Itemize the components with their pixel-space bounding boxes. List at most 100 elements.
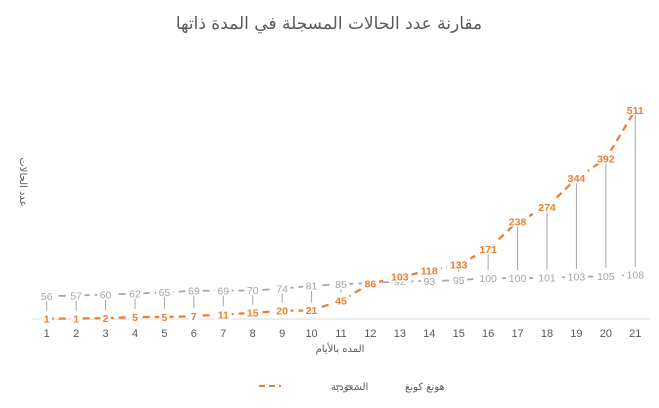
data-label-saudi: 511 [627, 105, 644, 117]
x-tick-label: 7 [220, 328, 226, 340]
x-tick-label: 6 [191, 328, 197, 340]
data-label-saudi-bg [535, 198, 559, 212]
data-label-hongkong: 100 [509, 273, 527, 285]
x-tick-label: 2 [73, 328, 79, 340]
legend-label: هونغ كونغ [405, 382, 445, 393]
data-label-hongkong-bg [38, 288, 56, 302]
data-label-saudi-bg [303, 302, 320, 316]
x-tick-label: 15 [453, 328, 465, 340]
data-label-hongkong: 101 [538, 272, 556, 284]
data-label-saudi-bg [188, 308, 200, 322]
x-tick-label: 14 [423, 328, 435, 340]
data-label-saudi-bg [417, 262, 441, 276]
data-label-hongkong-bg [450, 272, 468, 286]
x-tick-label: 13 [394, 328, 406, 340]
data-label-saudi: 2 [103, 313, 109, 325]
data-label-saudi: 7 [191, 311, 197, 323]
data-labels: 5657606265696970748185889293951001001011… [38, 102, 647, 325]
x-tick-label: 5 [161, 328, 167, 340]
data-label-saudi: 45 [335, 295, 347, 307]
data-label-saudi: 5 [162, 312, 168, 324]
x-axis: 1 2 3 4 5 6 7 8 9 10 11 12 13 14 15 16 17 18 19 20 21 [32, 318, 650, 340]
data-label-hongkong-bg [420, 272, 438, 286]
data-label-hongkong: 57 [70, 290, 82, 302]
data-label-saudi-bg [159, 308, 170, 322]
data-label-saudi: 344 [568, 173, 586, 185]
data-label-hongkong: 62 [129, 288, 141, 300]
x-tick-label: 4 [132, 328, 138, 340]
x-tick-label: 16 [482, 328, 494, 340]
data-label-hongkong-bg [185, 282, 203, 296]
data-label-saudi-bg [70, 310, 82, 324]
data-label-hongkong-bg [332, 276, 350, 290]
x-axis-label: المده بالأيام [316, 342, 365, 355]
x-tick-label: 8 [250, 328, 256, 340]
x-tick-label: 3 [103, 328, 109, 340]
x-tick-label: 9 [279, 328, 285, 340]
data-label-hongkong-bg [303, 277, 320, 291]
data-label-saudi-bg [332, 292, 350, 306]
data-label-hongkong: 105 [597, 271, 615, 283]
data-label-saudi-bg [244, 304, 262, 318]
data-label-saudi: 103 [391, 272, 409, 284]
data-label-saudi: 171 [479, 244, 497, 256]
data-label-hongkong: 81 [306, 281, 318, 293]
data-label-hongkong: 108 [627, 270, 645, 282]
data-label-saudi: 86 [365, 279, 377, 291]
y-axis-label: عدد الحالات [17, 157, 28, 206]
data-label-saudi-bg [41, 310, 52, 324]
data-label-saudi: 118 [421, 266, 438, 278]
x-tick-label: 12 [364, 328, 376, 340]
data-label-hongkong-bg [476, 270, 500, 284]
data-label-hongkong: 70 [247, 285, 259, 297]
series-line-1 [46, 109, 637, 320]
data-label-saudi: 274 [538, 202, 556, 214]
data-label-hongkong-bg [126, 285, 144, 299]
x-tick-label: 1 [44, 328, 50, 340]
x-tick-label: 11 [335, 328, 346, 340]
data-label-saudi: 21 [306, 305, 318, 317]
data-label-hongkong-bg [535, 269, 559, 283]
data-label-hongkong: 60 [100, 289, 112, 301]
data-label-hongkong-bg [156, 284, 173, 298]
data-label-saudi-bg [447, 256, 471, 270]
data-label-saudi-bg [476, 241, 500, 255]
data-label-saudi: 1 [44, 313, 50, 325]
data-label-saudi-bg [214, 306, 232, 320]
x-tick-label: 10 [305, 328, 317, 340]
data-label-hongkong-bg [214, 282, 232, 296]
legend: السعودية هونغ كونغ [259, 382, 445, 393]
data-label-saudi-bg [362, 275, 379, 289]
data-label-saudi-bg [594, 150, 618, 164]
chart-title: مقارنة عدد الحالات المسجلة في المدة ذاته… [176, 14, 482, 34]
data-label-hongkong: 85 [335, 279, 347, 291]
x-tick-label: 20 [600, 328, 612, 340]
data-label-hongkong: 65 [159, 287, 171, 299]
data-label-saudi: 392 [597, 154, 615, 166]
data-label-saudi-bg [273, 302, 291, 316]
data-label-saudi: 133 [450, 259, 468, 271]
data-label-hongkong: 92 [394, 276, 406, 288]
data-label-hongkong-bg [505, 270, 530, 284]
data-label-saudi-bg [100, 310, 111, 324]
data-label-saudi: 5 [132, 312, 138, 324]
data-label-hongkong-bg [623, 266, 647, 280]
data-label-hongkong: 56 [41, 291, 53, 303]
data-label-saudi: 20 [276, 306, 288, 318]
data-label-saudi: 11 [218, 309, 229, 321]
data-label-hongkong-bg [97, 286, 114, 300]
x-tick-label: 17 [511, 328, 523, 340]
data-label-hongkong: 93 [423, 276, 435, 288]
data-label-hongkong: 95 [453, 275, 465, 287]
data-label-hongkong: 69 [188, 286, 200, 298]
data-label-saudi: 238 [509, 216, 527, 228]
data-label-hongkong-bg [594, 268, 618, 282]
data-label-hongkong: 74 [276, 284, 288, 296]
data-label-hongkong-bg [244, 282, 262, 296]
data-label-saudi-bg [129, 308, 141, 322]
data-label-saudi: 1 [73, 313, 79, 325]
data-label-hongkong-bg [564, 268, 589, 282]
data-label-saudi-bg [623, 102, 647, 116]
data-label-hongkong: 103 [568, 272, 586, 284]
